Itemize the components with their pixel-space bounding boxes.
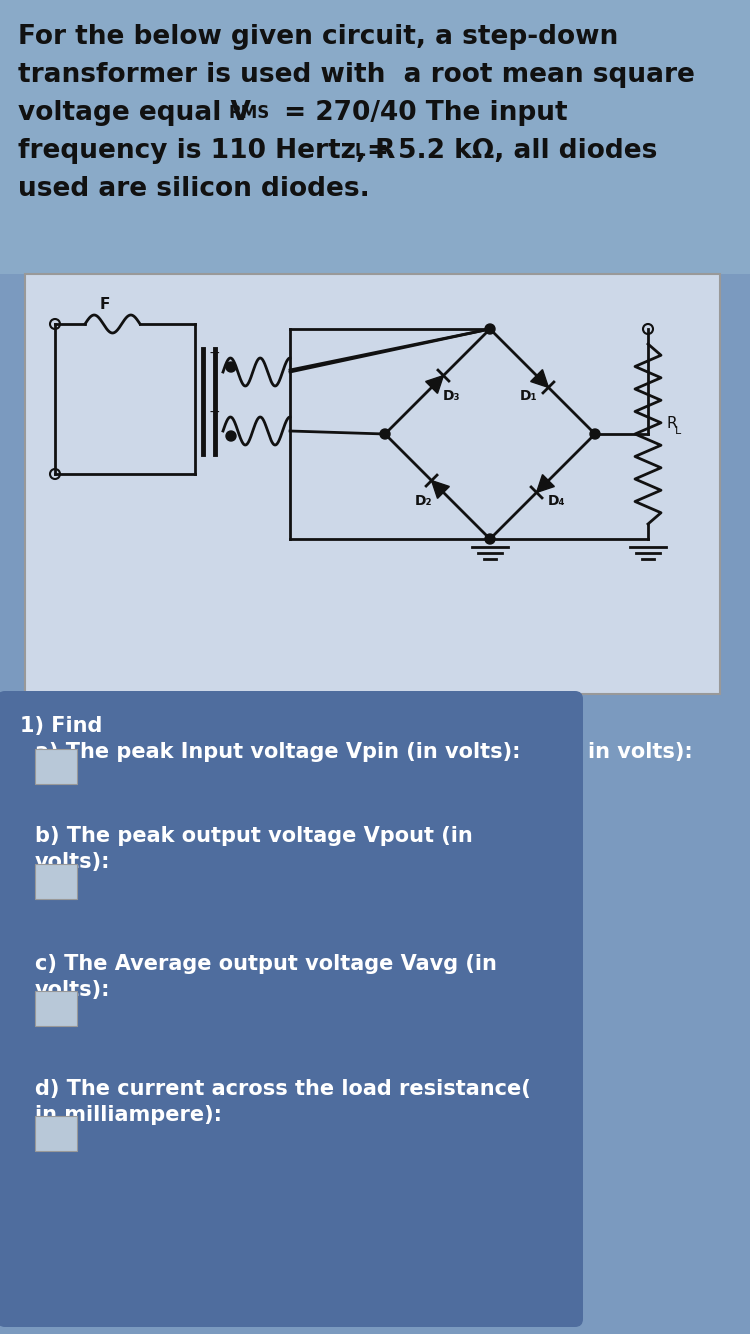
Text: d) The current across the load resistance(
in milliampere):: d) The current across the load resistanc… [35,1079,531,1126]
Circle shape [590,430,600,439]
Circle shape [226,362,236,372]
Text: L: L [354,141,364,160]
Text: a) The peak Input voltage Vpin (in volts):: a) The peak Input voltage Vpin (in volts… [35,742,520,762]
Bar [35,991,77,1026]
Circle shape [485,324,495,334]
Bar [0,0,750,273]
Text: b) The peak output voltage Vpout (in
volts):: b) The peak output voltage Vpout (in vol… [35,826,472,872]
Text: RMS: RMS [228,104,269,121]
Text: D₄: D₄ [548,494,566,508]
Text: D₂: D₂ [415,494,432,508]
Text: voltage equal V: voltage equal V [18,100,250,125]
Text: For the below given circuit, a step-down: For the below given circuit, a step-down [18,24,618,49]
Text: = 5.2 kΩ, all diodes: = 5.2 kΩ, all diodes [367,137,657,164]
Text: = 270/40 The input: = 270/40 The input [275,100,568,125]
Polygon shape [536,475,554,492]
Text: D₁: D₁ [520,388,537,403]
Text: L: L [675,426,681,436]
Circle shape [226,431,236,442]
Text: c) The Average output voltage Vavg (in
volts):: c) The Average output voltage Vavg (in v… [35,954,496,1000]
Bar [35,1117,77,1151]
Text: F: F [100,297,110,312]
Text: transformer is used with  a root mean square: transformer is used with a root mean squ… [18,61,694,88]
Bar [35,748,77,784]
Circle shape [380,430,390,439]
Text: +: + [208,406,220,419]
Text: R: R [666,416,676,431]
Text: 1) Find: 1) Find [20,716,102,736]
Text: in volts):: in volts): [588,742,693,762]
Bar [25,273,720,694]
Polygon shape [431,480,449,499]
Circle shape [485,534,495,544]
Polygon shape [530,370,548,387]
Text: D₃: D₃ [443,388,460,403]
Bar [35,864,77,899]
Text: used are silicon diodes.: used are silicon diodes. [18,176,370,201]
Text: +: + [208,346,220,360]
FancyBboxPatch shape [0,691,583,1327]
Polygon shape [425,376,443,394]
Text: frequency is 110 Hertz, R: frequency is 110 Hertz, R [18,137,395,164]
